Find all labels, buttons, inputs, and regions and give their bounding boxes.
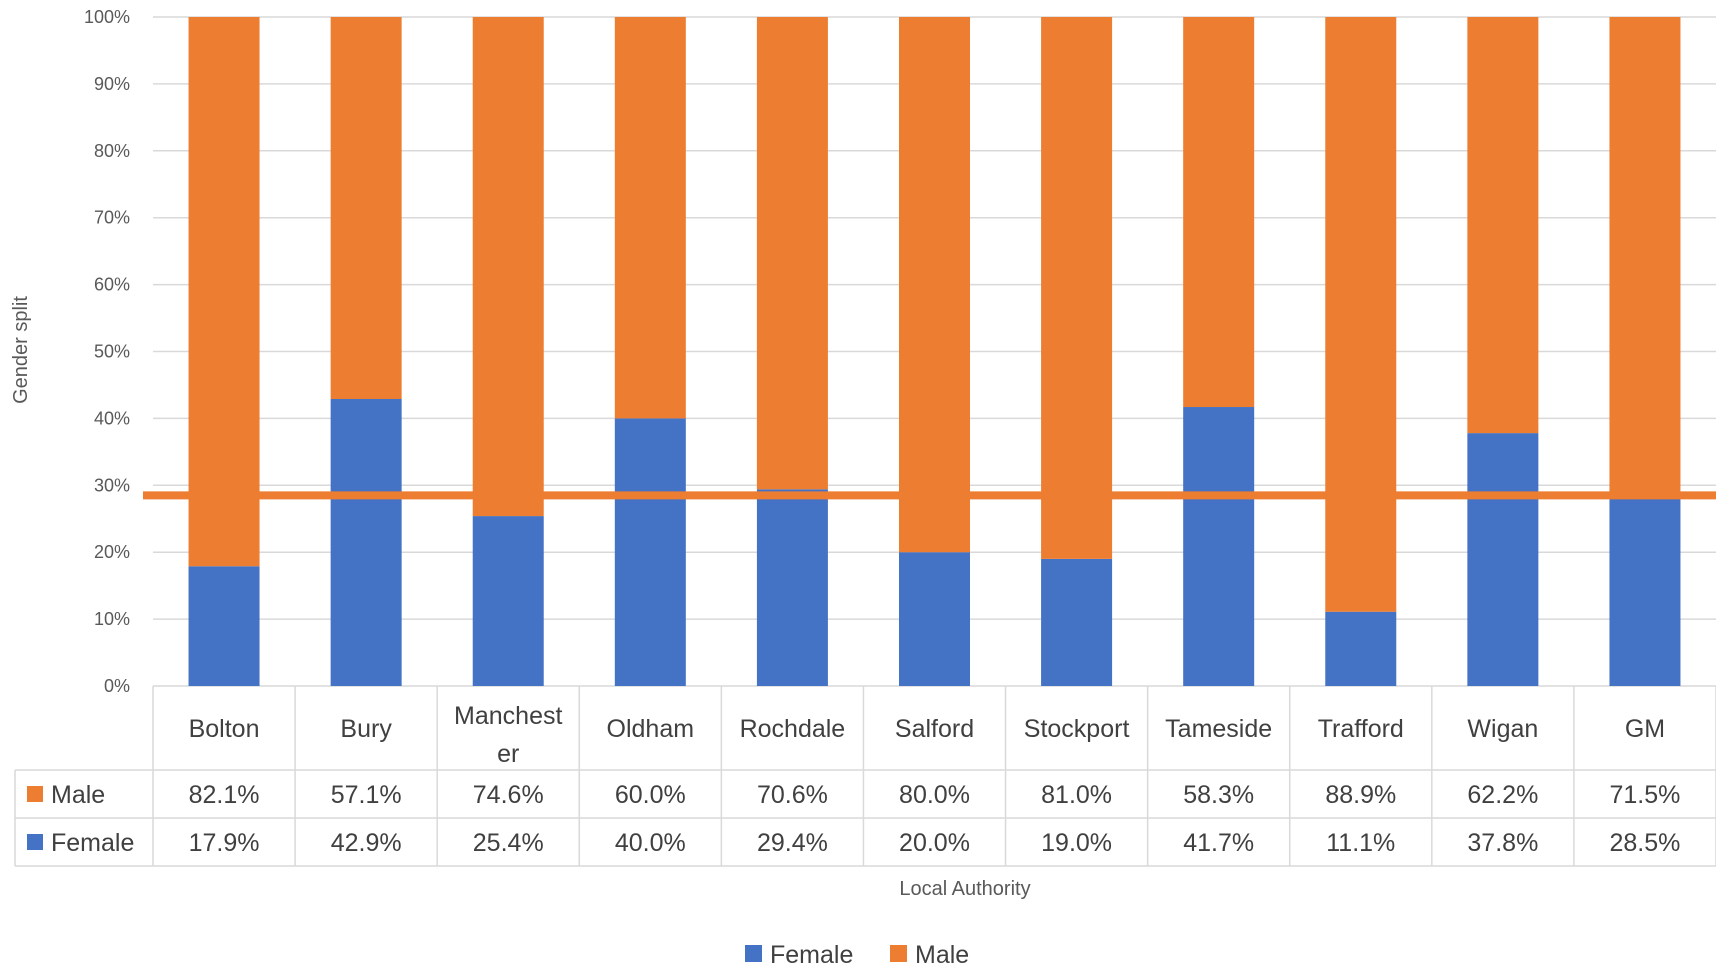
data-label: 74.6% — [473, 781, 544, 809]
category-label: GM — [1625, 715, 1665, 743]
x-axis-label: Local Authority — [899, 878, 1030, 900]
category-label: Tameside — [1165, 715, 1272, 743]
y-tick-label: 50% — [94, 342, 130, 362]
bar-male — [188, 17, 260, 567]
y-tick-label: 90% — [94, 74, 130, 94]
y-tick-label: 30% — [94, 475, 130, 495]
legend-label: Female — [770, 941, 853, 969]
bar-female — [1325, 611, 1397, 686]
bar-female — [1041, 558, 1113, 686]
data-label: 41.7% — [1183, 829, 1254, 857]
bar-male — [330, 17, 402, 399]
bar-female — [188, 566, 260, 686]
table-series-name: Female — [51, 829, 134, 857]
legend: Female Male — [745, 941, 969, 969]
data-table: Bolton Bury Manchest er Oldham Rochdale Salfor… — [14, 686, 1716, 867]
bars — [188, 17, 1681, 686]
bar-female — [756, 489, 828, 686]
bar-female — [472, 516, 544, 686]
data-label: 81.0% — [1041, 781, 1112, 809]
bar-male — [1041, 17, 1113, 559]
data-label: 11.1% — [1326, 829, 1395, 857]
bar-female — [614, 418, 686, 686]
data-label: 37.8% — [1467, 829, 1538, 857]
data-label: 40.0% — [615, 829, 686, 857]
bar-female — [899, 552, 970, 686]
category-label: Oldham — [607, 715, 695, 743]
bar-male — [1467, 17, 1539, 434]
table-legend-key-male — [27, 786, 43, 802]
data-label: 58.3% — [1183, 781, 1254, 809]
data-label: 25.4% — [473, 829, 544, 857]
data-label: 70.6% — [757, 781, 828, 809]
data-label: 82.1% — [189, 781, 260, 809]
y-tick-label: 60% — [94, 275, 130, 295]
category-label: Manchest er — [454, 702, 562, 768]
y-axis-ticks: 0% 10% 20% 30% 40% 50% 60% 70% 80% 90% 100% — [84, 7, 130, 696]
data-label: 88.9% — [1325, 781, 1396, 809]
data-label: 62.2% — [1467, 781, 1538, 809]
data-label: 17.9% — [189, 829, 260, 857]
bar-male — [1325, 17, 1397, 612]
y-tick-label: 10% — [94, 609, 130, 629]
bar-female — [1183, 407, 1255, 686]
category-label: Stockport — [1024, 715, 1130, 743]
legend-key-female — [745, 945, 762, 962]
y-tick-label: 40% — [94, 408, 130, 428]
bar-male — [899, 17, 970, 553]
legend-label: Male — [915, 941, 969, 969]
data-label: 42.9% — [331, 829, 402, 857]
y-tick-label: 100% — [84, 7, 130, 27]
category-label: Rochdale — [740, 715, 846, 743]
data-label: 80.0% — [899, 781, 970, 809]
data-label: 71.5% — [1610, 781, 1681, 809]
data-label: 29.4% — [757, 829, 828, 857]
table-series-name: Male — [51, 781, 105, 809]
y-tick-label: 20% — [94, 542, 130, 562]
bar-male — [614, 17, 686, 419]
bar-male — [1183, 17, 1255, 408]
bar-male — [1609, 17, 1681, 496]
y-axis-label: Gender split — [10, 296, 32, 404]
data-label: 57.1% — [331, 781, 402, 809]
bar-male — [756, 17, 828, 490]
category-label: Salford — [895, 715, 974, 743]
bar-female — [1467, 433, 1539, 686]
table-legend-key-female — [27, 834, 43, 850]
bar-female — [330, 398, 402, 686]
data-label: 19.0% — [1041, 829, 1112, 857]
y-tick-label: 0% — [104, 676, 130, 696]
data-label: 28.5% — [1610, 829, 1681, 857]
category-label: Trafford — [1318, 715, 1404, 743]
bar-female — [1609, 495, 1681, 686]
y-tick-label: 80% — [94, 141, 130, 161]
legend-key-male — [890, 945, 907, 962]
bar-male — [472, 17, 544, 517]
y-tick-label: 70% — [94, 208, 130, 228]
category-label: Bury — [340, 715, 392, 743]
data-label: 20.0% — [899, 829, 970, 857]
data-label: 60.0% — [615, 781, 686, 809]
category-label: Bolton — [189, 715, 260, 743]
category-label: Wigan — [1467, 715, 1538, 743]
